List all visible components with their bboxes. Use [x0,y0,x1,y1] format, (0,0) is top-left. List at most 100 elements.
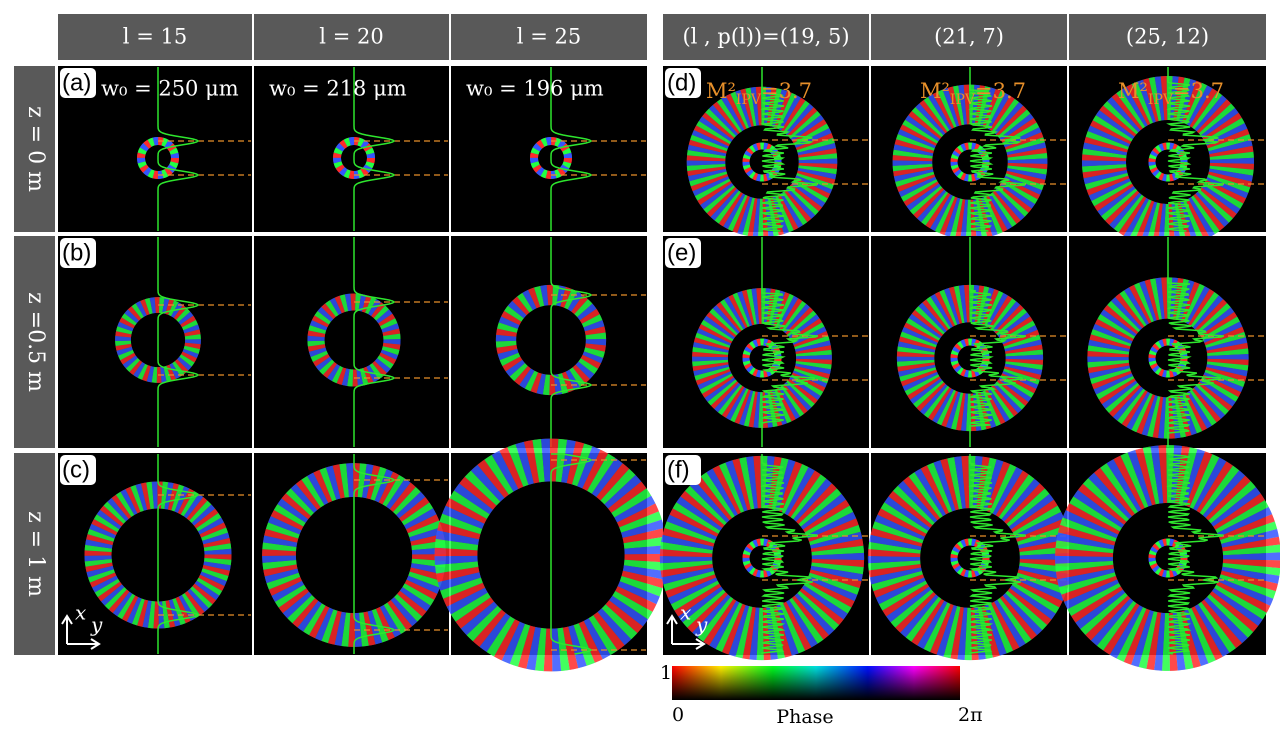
axis-x: x [680,601,691,625]
beam-waist: w₀ = 196 μm [466,77,604,101]
column-header [451,14,647,60]
colorbar-fade [672,666,960,700]
ring-phase [307,293,401,387]
colorbar-bottom: 0 [672,704,684,726]
panel-label-box [665,68,701,98]
ring-phase [1082,76,1254,248]
ring-phase [867,455,1073,661]
intensity-profile [353,237,396,447]
ring-phase [742,338,782,378]
panel-label-box [60,455,96,485]
panel-label: (f) [667,456,690,483]
row-header [14,236,55,448]
m2-subscript: IPV [950,92,976,108]
vortex-ring [867,455,1073,661]
intensity-profile [968,237,1026,447]
ring-phase [1055,445,1280,671]
row-header [14,453,55,655]
row-header-text: z = 1 m [23,511,48,597]
beam-waist: w₀ = 250 μm [101,77,239,101]
m2-label: M²IPV=3.7 [706,79,812,109]
ring-phase [1087,277,1249,439]
ring-phase [1148,142,1188,182]
intensity-profile [550,453,593,655]
panel [451,66,647,232]
ring-phase [262,463,446,647]
m2-subscript: IPV [736,92,762,108]
ring-phase [950,538,990,578]
vortex-ring [1055,445,1280,671]
ring-phase [84,481,232,629]
panel-label-box [665,455,701,485]
intensity-profile [968,454,1026,654]
panel-label: (c) [62,456,90,483]
vortex-ring [896,284,1044,432]
intensity-profile [157,237,200,447]
ring-phase [1148,338,1188,378]
panel-label-box [60,238,96,268]
column-header [871,14,1067,60]
intensity-profile [760,67,818,232]
panel [254,236,449,448]
panel-label: (b) [62,239,91,266]
intensity-profile [1166,453,1224,655]
colorbar-top: 1 [660,662,672,684]
ring-phase [1055,445,1280,671]
panel-label: (e) [667,239,696,266]
row-header-text: z =0.5 m [23,292,48,392]
m2-value: =3.7 [975,79,1026,103]
column-header [58,14,252,60]
column-header-text: (l , p(l))=(19, 5) [682,25,849,49]
ring-phase [115,297,201,383]
vortex-ring [659,455,865,661]
ring-phase [659,455,865,661]
ring-phase [434,438,668,672]
ring-phase [742,538,782,578]
vortex-ring [950,538,990,578]
vortex-ring [1082,76,1254,248]
ring-phase [742,142,782,182]
ring-phase [892,84,1048,240]
ring-phase [950,538,990,578]
m2-subscript: IPV [1148,92,1174,108]
m2-base: M² [706,79,736,103]
ring-phase [1082,76,1254,248]
colorbar-title: Phase [776,706,833,728]
ring-phase [1087,277,1249,439]
column-header [1069,14,1266,60]
vortex-ring [1087,277,1249,439]
ring-phase [1148,538,1188,578]
panel-label-box [665,238,701,268]
panel [254,66,449,232]
panel [58,236,252,448]
m2-base: M² [920,79,950,103]
column-header-text: l = 20 [319,25,383,49]
panel-label: (d) [667,69,696,96]
intensity-profile [760,237,818,447]
ring-phase [115,297,201,383]
intensity-profile [550,237,593,447]
panel [451,236,647,448]
intensity-profile [1166,67,1224,232]
vortex-ring [1148,538,1188,578]
column-header-text: (21, 7) [934,25,1004,49]
m2-value: =3.7 [761,79,812,103]
ring-phase [742,538,782,578]
ring-phase [896,284,1044,432]
intensity-profile [550,67,593,231]
ring-phase [896,284,1044,432]
ring-phase [950,338,990,378]
m2-base: M² [1118,79,1148,103]
m2-value: =3.7 [1173,79,1224,103]
intensity-profile [157,454,200,654]
ring-phase [307,293,401,387]
ring-phase [686,86,838,238]
axis-x: x [75,601,86,625]
intensity-profile [353,67,396,231]
colorbar-right: 2π [958,704,983,726]
m2-label: M²IPV=3.7 [920,79,1026,109]
ring-phase [495,284,607,396]
ring-phase [867,455,1073,661]
column-header [663,14,869,60]
